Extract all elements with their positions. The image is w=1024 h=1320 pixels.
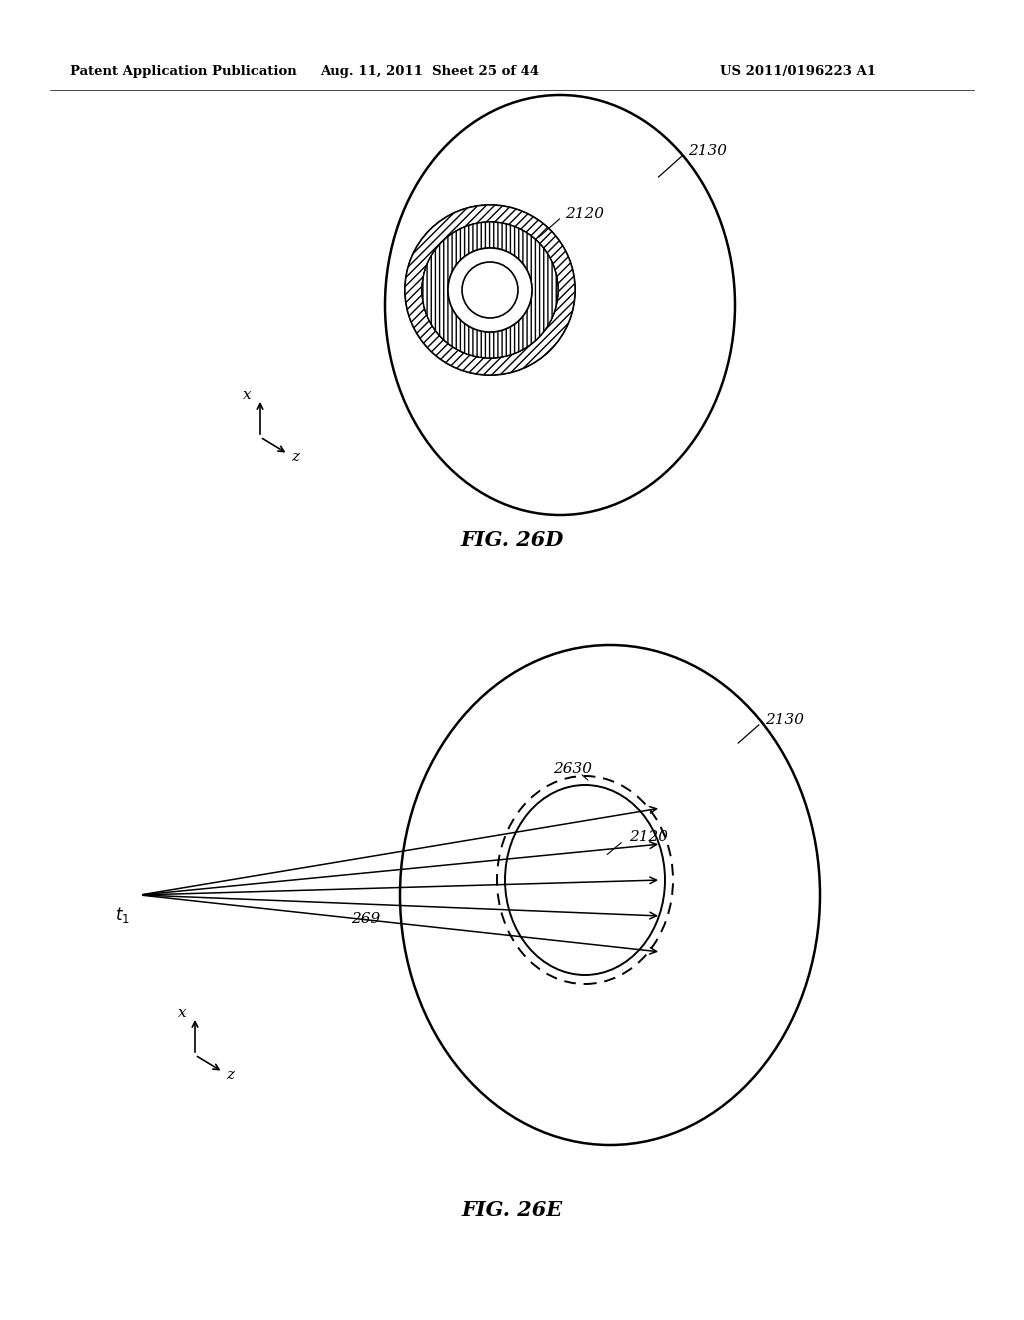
Circle shape [462,261,518,318]
Text: x: x [178,1006,186,1020]
Text: $t_1$: $t_1$ [115,906,130,925]
Text: 2630: 2630 [554,762,593,776]
Ellipse shape [505,785,665,975]
Text: Patent Application Publication: Patent Application Publication [70,66,297,78]
Text: 2130: 2130 [688,144,727,158]
Text: z: z [226,1068,234,1082]
Text: x: x [243,388,251,403]
Circle shape [406,205,575,375]
Text: 2120: 2120 [565,207,604,220]
Text: 2120: 2120 [629,830,668,843]
Circle shape [449,248,532,333]
Text: 2130: 2130 [765,713,804,727]
Text: FIG. 26E: FIG. 26E [462,1200,562,1220]
Text: 269: 269 [351,912,380,925]
Text: US 2011/0196223 A1: US 2011/0196223 A1 [720,66,876,78]
Text: FIG. 26D: FIG. 26D [461,531,563,550]
Text: Aug. 11, 2011  Sheet 25 of 44: Aug. 11, 2011 Sheet 25 of 44 [321,66,540,78]
Circle shape [422,222,558,358]
Text: z: z [291,450,299,465]
